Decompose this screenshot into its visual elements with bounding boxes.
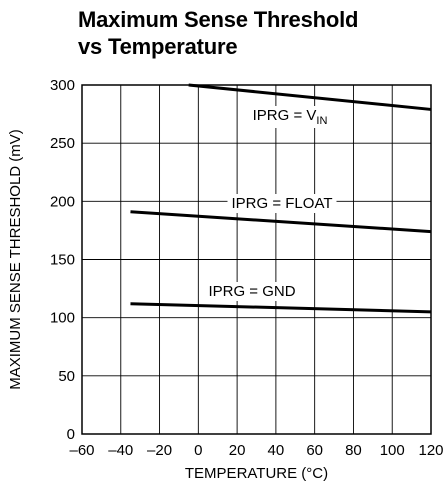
series-label-ipgr-gnd: IPRG = GND	[208, 283, 295, 300]
x-tick-label: 20	[229, 442, 246, 459]
series-labels: IPRG = VIN IPRG = FLOAT IPRG = GND	[204, 106, 337, 301]
y-tick-label: 0	[67, 426, 75, 443]
tick-labels: –60 –40 –20 0 20 40 60 80 100 120 0 50 100 150 200 250 3…	[50, 77, 444, 459]
x-tick-label: –20	[147, 442, 172, 459]
y-tick-label: 100	[50, 310, 75, 327]
series-label-ipgr-float: IPRG = FLOAT	[232, 195, 333, 212]
series-line-ipgr-float	[130, 210, 432, 234]
x-tick-label: 40	[268, 442, 285, 459]
series-label-background	[204, 282, 300, 301]
x-tick-label: 80	[345, 442, 362, 459]
x-tick-label: 0	[194, 442, 202, 459]
x-axis-label: TEMPERATURE (°C)	[185, 465, 328, 482]
y-tick-label: 50	[58, 368, 75, 385]
series-label-background	[248, 106, 332, 128]
y-tick-label: 150	[50, 252, 75, 269]
series-line-ipgr-vin	[188, 83, 432, 111]
x-tick-label: 60	[306, 442, 323, 459]
x-tick-label: 100	[380, 442, 405, 459]
plot-frame	[81, 84, 432, 435]
y-tick-label: 250	[50, 135, 75, 152]
chart-title-line-2: vs Temperature	[78, 34, 238, 59]
series-label-background	[227, 194, 337, 213]
chart-title: Maximum Sense Threshold vs Temperature	[78, 6, 358, 60]
x-tick-label: 120	[418, 442, 443, 459]
x-tick-label: –60	[69, 442, 94, 459]
chart-title-line-1: Maximum Sense Threshold	[78, 7, 359, 32]
x-tick-label: –40	[108, 442, 133, 459]
y-axis-label: MAXIMUM SENSE THRESHOLD (mV)	[7, 129, 24, 390]
series-line-ipgr-gnd	[130, 302, 432, 314]
grid-lines	[81, 84, 432, 435]
y-tick-label: 300	[50, 77, 75, 94]
y-tick-label: 200	[50, 193, 75, 210]
series-label-ipgr-vin: IPRG = VIN	[253, 107, 328, 127]
series-lines	[130, 83, 432, 314]
